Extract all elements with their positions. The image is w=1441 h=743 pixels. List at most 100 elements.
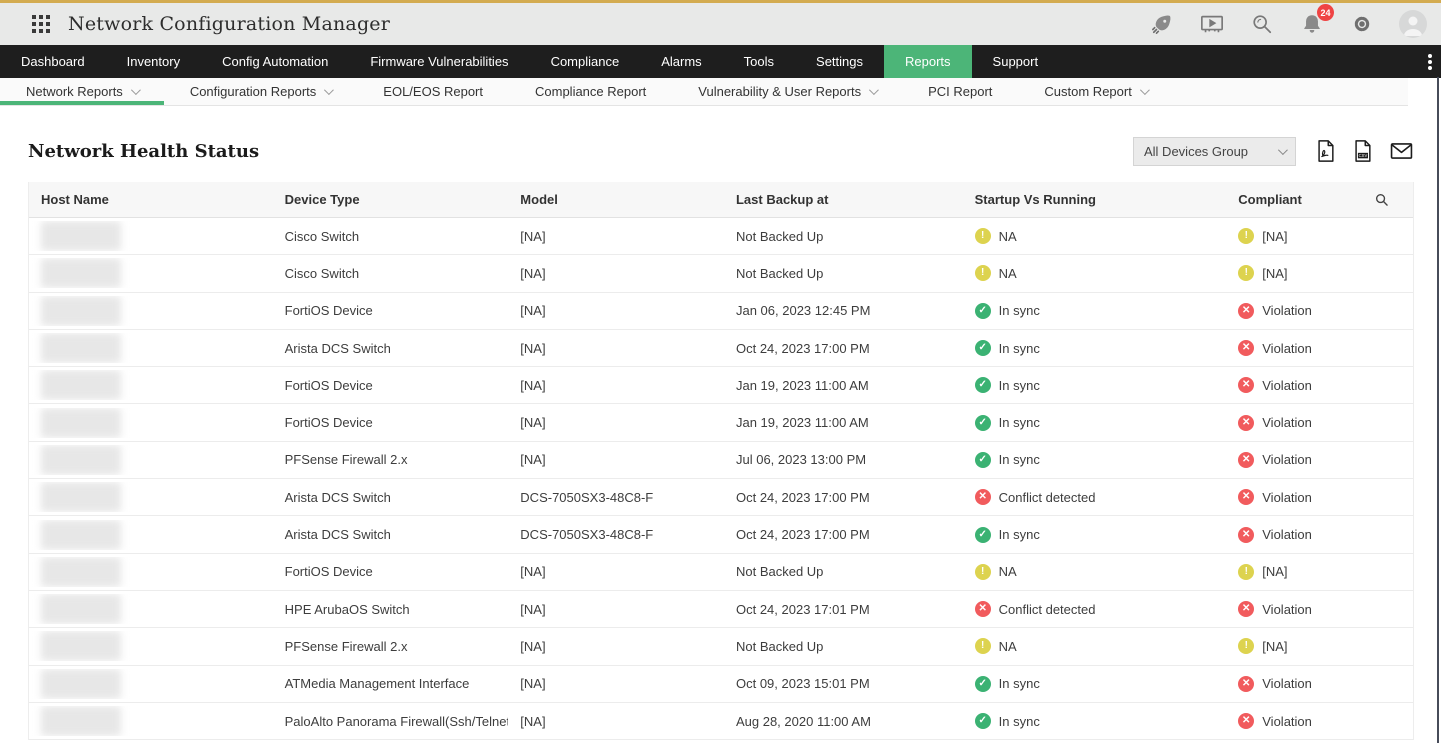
table-row[interactable]: Cisco Switch [NA] Not Backed Up! NA! [NA] bbox=[29, 255, 1413, 293]
nav-item-support[interactable]: Support bbox=[992, 54, 1039, 69]
nav-item-compliance[interactable]: Compliance bbox=[550, 54, 620, 69]
host-name-cell[interactable] bbox=[29, 482, 273, 513]
nav-item-alarms[interactable]: Alarms bbox=[661, 54, 702, 69]
startup-vs-running-cell: ! NA bbox=[963, 265, 1227, 282]
host-name-cell[interactable] bbox=[29, 631, 273, 662]
model-cell: [NA] bbox=[520, 340, 546, 356]
col-header-compliant[interactable]: Compliant bbox=[1238, 192, 1302, 207]
device-group-select[interactable]: All Devices Group bbox=[1133, 136, 1296, 166]
col-header-device-type[interactable]: Device Type bbox=[284, 192, 360, 207]
host-name-cell[interactable] bbox=[29, 295, 273, 326]
table-row[interactable]: PFSense Firewall 2.x [NA] Not Backed Up! NA… bbox=[29, 628, 1413, 666]
table-row[interactable]: FortiOS Device [NA] Jan 06, 2023 12:45 PM ✓… bbox=[29, 292, 1413, 330]
startup-vs-running-status-label: In sync bbox=[998, 415, 1040, 431]
startup-vs-running-status-label: NA bbox=[998, 265, 1017, 281]
export-csv-icon[interactable]: CSV bbox=[1353, 140, 1372, 162]
compliant-status-warn-icon: ! bbox=[1238, 638, 1255, 655]
compliant-status-label: Violation bbox=[1262, 377, 1312, 393]
nav-item-reports[interactable]: Reports bbox=[884, 45, 972, 78]
nav-item-tools[interactable]: Tools bbox=[743, 54, 775, 69]
getting-started-rocket-icon[interactable] bbox=[1149, 11, 1175, 37]
model-cell: DCS-7050SX3-48C8-F bbox=[520, 527, 654, 543]
compliant-cell: ✕ Violation bbox=[1226, 526, 1363, 543]
host-name-cell[interactable] bbox=[29, 407, 273, 438]
device-type-cell: Arista DCS Switch bbox=[284, 340, 391, 356]
notifications-bell-icon[interactable]: 24 bbox=[1299, 4, 1334, 37]
nav-item-firmware-vulnerabilities[interactable]: Firmware Vulnerabilities bbox=[370, 54, 509, 69]
demo-presentation-icon[interactable] bbox=[1199, 11, 1225, 37]
host-name-cell[interactable] bbox=[29, 519, 273, 550]
table-row[interactable]: Arista DCS Switch DCS-7050SX3-48C8-F Oct 2… bbox=[29, 516, 1413, 554]
compliant-status-warn-icon: ! bbox=[1238, 265, 1255, 282]
table-search-icon[interactable] bbox=[1375, 193, 1388, 206]
user-avatar[interactable] bbox=[1399, 10, 1427, 38]
settings-gear-icon[interactable] bbox=[1349, 11, 1375, 37]
table-row[interactable]: FortiOS Device [NA] Not Backed Up! NA! [NA] bbox=[29, 553, 1413, 591]
subnav-item-label: Configuration Reports bbox=[189, 84, 317, 99]
nav-item-dashboard[interactable]: Dashboard bbox=[21, 54, 85, 69]
compliant-status-warn-icon: ! bbox=[1238, 228, 1255, 245]
table-row[interactable]: FortiOS Device [NA] Jan 19, 2023 11:00 AM ✓… bbox=[29, 404, 1413, 442]
host-name-cell[interactable] bbox=[29, 258, 273, 289]
model-cell: [NA] bbox=[520, 638, 546, 654]
subnav-item-label: Custom Report bbox=[1044, 84, 1132, 99]
search-icon[interactable] bbox=[1249, 11, 1275, 37]
host-name-cell[interactable] bbox=[29, 706, 273, 736]
startup-vs-running-cell: ✕ Conflict detected bbox=[963, 489, 1227, 506]
scrollbar[interactable] bbox=[1437, 77, 1439, 743]
host-name-cell[interactable] bbox=[29, 221, 273, 252]
last-backup-cell: Oct 24, 2023 17:00 PM bbox=[735, 489, 870, 505]
subnav-item-label: EOL/EOS Report bbox=[383, 84, 483, 99]
host-name-cell[interactable] bbox=[29, 333, 273, 364]
compliant-cell: ✕ Violation bbox=[1226, 377, 1363, 394]
startup-vs-running-status-error-icon: ✕ bbox=[974, 489, 991, 506]
table-header-row: Host Name Device Type Model Last Backup … bbox=[29, 182, 1413, 218]
compliant-status-error-icon: ✕ bbox=[1238, 414, 1255, 431]
host-name-cell[interactable] bbox=[29, 370, 273, 401]
redacted-host-name bbox=[41, 295, 121, 326]
startup-vs-running-status-label: In sync bbox=[998, 340, 1040, 356]
redacted-host-name bbox=[41, 519, 121, 550]
device-type-cell: HPE ArubaOS Switch bbox=[284, 601, 410, 617]
table-row[interactable]: Arista DCS Switch [NA] Oct 24, 2023 17:00 … bbox=[29, 329, 1413, 368]
col-header-host-name[interactable]: Host Name bbox=[41, 192, 109, 207]
table-row[interactable]: FortiOS Device [NA] Jan 19, 2023 11:00 AM ✓… bbox=[29, 367, 1413, 405]
nav-item-settings[interactable]: Settings bbox=[816, 54, 864, 69]
col-header-last-backup[interactable]: Last Backup at bbox=[735, 192, 829, 207]
host-name-cell[interactable] bbox=[29, 444, 273, 475]
subnav-item-configuration-reports[interactable]: Configuration Reports bbox=[164, 78, 357, 105]
nav-overflow-kebab-icon[interactable] bbox=[1427, 45, 1433, 78]
host-name-cell[interactable] bbox=[29, 594, 273, 625]
subnav-item-custom-report[interactable]: Custom Report bbox=[1018, 78, 1172, 105]
email-report-icon[interactable] bbox=[1390, 142, 1413, 160]
device-type-cell: Arista DCS Switch bbox=[284, 489, 391, 505]
redacted-host-name bbox=[41, 668, 121, 699]
subnav-item-pci-report[interactable]: PCI Report bbox=[902, 78, 1018, 105]
compliant-status-error-icon: ✕ bbox=[1238, 601, 1255, 618]
table-row[interactable]: Cisco Switch [NA] Not Backed Up! NA! [NA] bbox=[29, 218, 1413, 256]
compliant-cell: ! [NA] bbox=[1226, 228, 1363, 245]
startup-vs-running-status-label: Conflict detected bbox=[998, 489, 1096, 505]
subnav-item-vulnerability-user-reports[interactable]: Vulnerability & User Reports bbox=[672, 78, 902, 105]
subnav-item-compliance-report[interactable]: Compliance Report bbox=[509, 78, 672, 105]
table-row[interactable]: HPE ArubaOS Switch [NA] Oct 24, 2023 17:01… bbox=[29, 590, 1413, 629]
nav-item-config-automation[interactable]: Config Automation bbox=[222, 54, 329, 69]
table-row[interactable]: Arista DCS Switch DCS-7050SX3-48C8-F Oct 2… bbox=[29, 479, 1413, 517]
app-grid-icon[interactable] bbox=[28, 11, 54, 37]
host-name-cell[interactable] bbox=[29, 556, 273, 587]
device-type-cell: PaloAlto Panorama Firewall(Ssh/Telnet) bbox=[284, 713, 509, 729]
startup-vs-running-status-label: In sync bbox=[998, 377, 1040, 393]
nav-item-inventory[interactable]: Inventory bbox=[126, 54, 181, 69]
subnav-item-network-reports[interactable]: Network Reports bbox=[0, 78, 164, 105]
col-header-startup-vs-running[interactable]: Startup Vs Running bbox=[974, 192, 1096, 207]
host-name-cell[interactable] bbox=[29, 668, 273, 699]
table-row[interactable]: PFSense Firewall 2.x [NA] Jul 06, 2023 13:… bbox=[29, 441, 1413, 480]
col-header-model[interactable]: Model bbox=[520, 192, 558, 207]
subnav-item-eol-eos-report[interactable]: EOL/EOS Report bbox=[357, 78, 509, 105]
table-row[interactable]: PaloAlto Panorama Firewall(Ssh/Telnet) [N… bbox=[29, 702, 1413, 741]
model-cell: [NA] bbox=[520, 377, 546, 393]
last-backup-cell: Not Backed Up bbox=[735, 564, 824, 580]
export-pdf-icon[interactable] bbox=[1316, 140, 1335, 162]
compliant-cell: ✕ Violation bbox=[1226, 489, 1363, 506]
table-row[interactable]: ATMedia Management Interface [NA] Oct 09, … bbox=[29, 665, 1413, 703]
